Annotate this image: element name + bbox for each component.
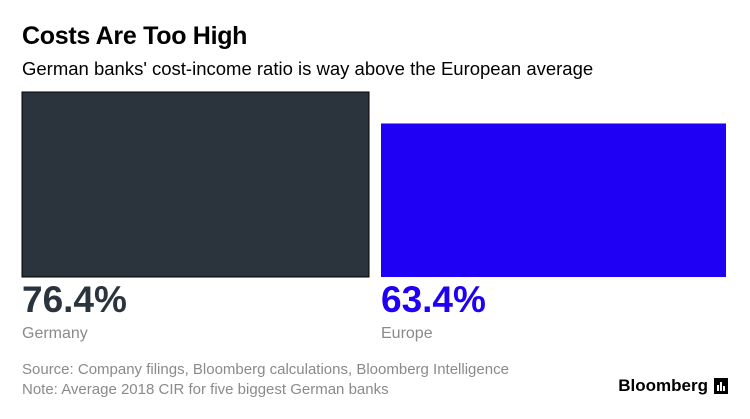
- brand-name: Bloomberg: [618, 376, 708, 395]
- source-note: Source: Company filings, Bloomberg calcu…: [22, 361, 509, 378]
- footnote: Note: Average 2018 CIR for five biggest …: [22, 381, 389, 398]
- category-label-germany: Germany: [22, 325, 88, 342]
- bloomberg-logo-icon: [714, 378, 728, 394]
- chart-title: Costs Are Too High: [22, 22, 248, 50]
- value-label-germany: 76.4%: [22, 279, 127, 320]
- chart-subtitle: German banks' cost-income ratio is way a…: [22, 58, 594, 79]
- bar-germany: [21, 91, 370, 278]
- value-label-europe: 63.4%: [381, 279, 486, 320]
- category-label-europe: Europe: [381, 325, 433, 342]
- brand: Bloomberg: [618, 376, 728, 396]
- bar-europe: [381, 123, 726, 277]
